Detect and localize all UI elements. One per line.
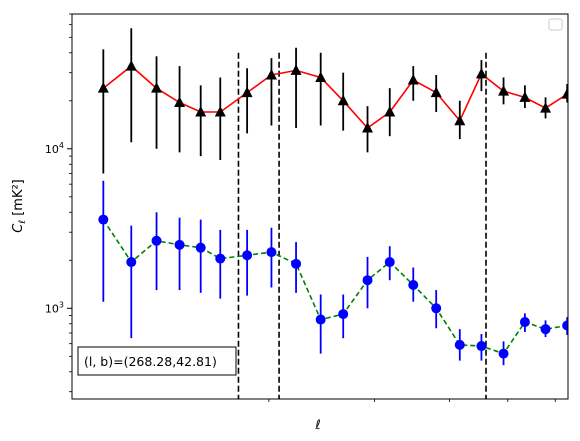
data-point-triangle (561, 88, 568, 99)
data-point-circle (408, 279, 419, 290)
data-point-triangle (519, 91, 531, 102)
data-point-triangle (241, 86, 253, 98)
data-point-circle (540, 324, 551, 335)
axes-frame (71, 13, 569, 400)
y-tick-label-exponent: 4 (59, 141, 64, 150)
data-point-triangle (97, 82, 109, 93)
data-point-circle (242, 250, 253, 261)
data-point-triangle (498, 85, 510, 96)
data-point-triangle (337, 94, 349, 106)
data-point-triangle (290, 64, 302, 75)
data-point-circle (291, 258, 302, 269)
annotation-box: (l, b)=(268.28,42.81) (77, 346, 237, 376)
data-point-circle (562, 320, 568, 331)
data-point-circle (98, 214, 109, 225)
x-axis-label: ℓ (314, 418, 320, 433)
y-axis-label: Cℓ [mK²] (11, 179, 28, 232)
y-axis-label-sub: ℓ (18, 220, 28, 225)
svg-text:Cℓ [mK²]: Cℓ [mK²] (11, 179, 28, 232)
data-point-triangle (454, 114, 466, 126)
data-point-circle (498, 348, 509, 359)
data-point-triangle (214, 106, 226, 117)
data-point-circle (315, 314, 326, 325)
data-point-circle (362, 275, 373, 286)
data-point-triangle (174, 96, 186, 108)
y-tick-label-exponent: 3 (59, 300, 64, 309)
data-point-circle (126, 257, 137, 268)
data-point-circle (431, 303, 442, 314)
data-point-circle (338, 309, 349, 320)
plot-layer (97, 28, 568, 399)
data-point-triangle (384, 106, 396, 117)
data-point-triangle (407, 73, 419, 85)
y-tick-label: 104 (45, 141, 64, 156)
data-point-circle (454, 339, 465, 350)
data-point-triangle (430, 86, 442, 98)
y-tick-label: 103 (45, 300, 64, 315)
data-point-triangle (125, 60, 137, 71)
data-point-circle (519, 317, 530, 328)
data-point-circle (151, 235, 162, 246)
annotation-text: (l, b)=(268.28,42.81) (84, 354, 217, 369)
series-line (102, 65, 568, 130)
data-point-triangle (195, 106, 207, 117)
data-point-triangle (151, 82, 163, 93)
data-point-triangle (475, 67, 487, 79)
legend-box (548, 18, 563, 31)
series-line (102, 219, 568, 355)
y-tick-label-base: 10 (45, 143, 59, 156)
data-point-circle (174, 239, 185, 250)
data-point-circle (266, 247, 277, 258)
plot-area (97, 28, 568, 399)
data-point-circle (215, 253, 226, 264)
data-point-triangle (540, 102, 552, 113)
data-point-circle (384, 257, 395, 268)
data-point-circle (195, 242, 206, 253)
y-axis-label-unit: [mK²] (11, 179, 26, 216)
data-point-circle (476, 341, 487, 352)
y-tick-label-base: 10 (45, 302, 59, 315)
data-point-triangle (265, 69, 277, 80)
axis-ticks: 103104103 (45, 13, 556, 402)
data-point-triangle (362, 122, 374, 133)
data-point-triangle (315, 71, 327, 82)
y-axis-label-main: C (11, 223, 26, 233)
